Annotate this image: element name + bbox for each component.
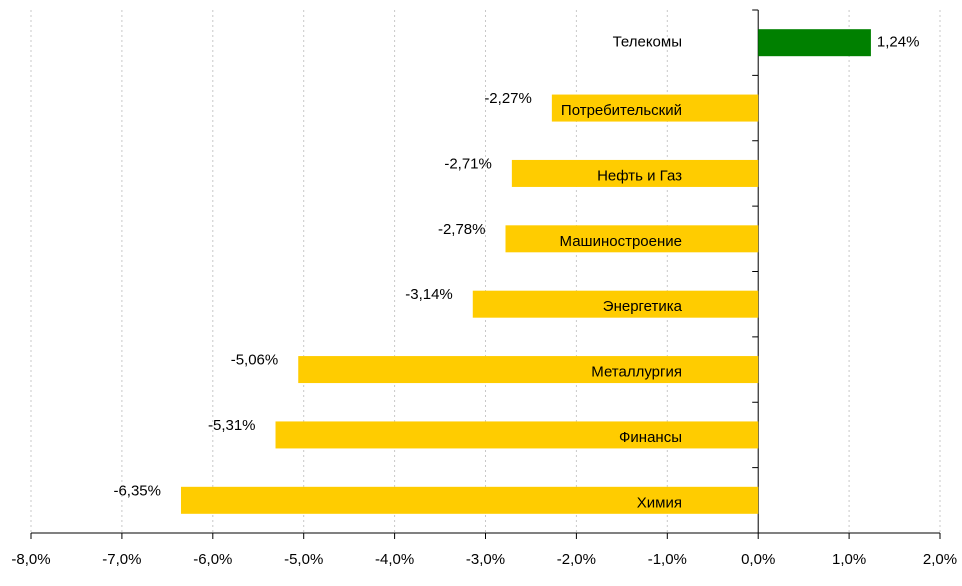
x-tick-label: -7,0% (102, 551, 141, 568)
bar (511, 159, 759, 187)
x-tick-label: -1,0% (648, 551, 687, 568)
bar (298, 356, 759, 384)
category-label: Металлургия (591, 364, 682, 381)
x-tick-label: 2,0% (923, 551, 957, 568)
bar (758, 29, 871, 57)
bar (505, 225, 759, 253)
x-tick-label: 0,0% (741, 551, 775, 568)
x-tick-label: -3,0% (466, 551, 505, 568)
bar (180, 486, 759, 514)
x-tick-label: -8,0% (11, 551, 50, 568)
value-label: -2,27% (484, 90, 532, 107)
x-tick-label: 1,0% (832, 551, 866, 568)
x-tick-label: -5,0% (284, 551, 323, 568)
category-label: Химия (637, 494, 682, 511)
bar (275, 421, 759, 449)
category-label: Нефть и Газ (597, 167, 682, 184)
category-label: Потребительский (561, 102, 682, 119)
category-label: Финансы (619, 429, 682, 446)
category-label: Энергетика (603, 298, 683, 315)
x-tick-label: -4,0% (375, 551, 414, 568)
value-label: 1,24% (877, 34, 920, 51)
value-label: -3,14% (405, 286, 453, 303)
x-tick-label: -6,0% (193, 551, 232, 568)
category-label: Телекомы (613, 34, 682, 51)
value-label: -6,35% (113, 482, 161, 499)
value-label: -2,71% (444, 155, 492, 172)
bar (472, 290, 759, 318)
x-tick-label: -2,0% (557, 551, 596, 568)
value-label: -2,78% (438, 221, 486, 238)
bar (551, 94, 759, 122)
value-label: -5,06% (231, 352, 279, 369)
category-label: Машиностроение (560, 233, 682, 250)
value-label: -5,31% (208, 417, 256, 434)
